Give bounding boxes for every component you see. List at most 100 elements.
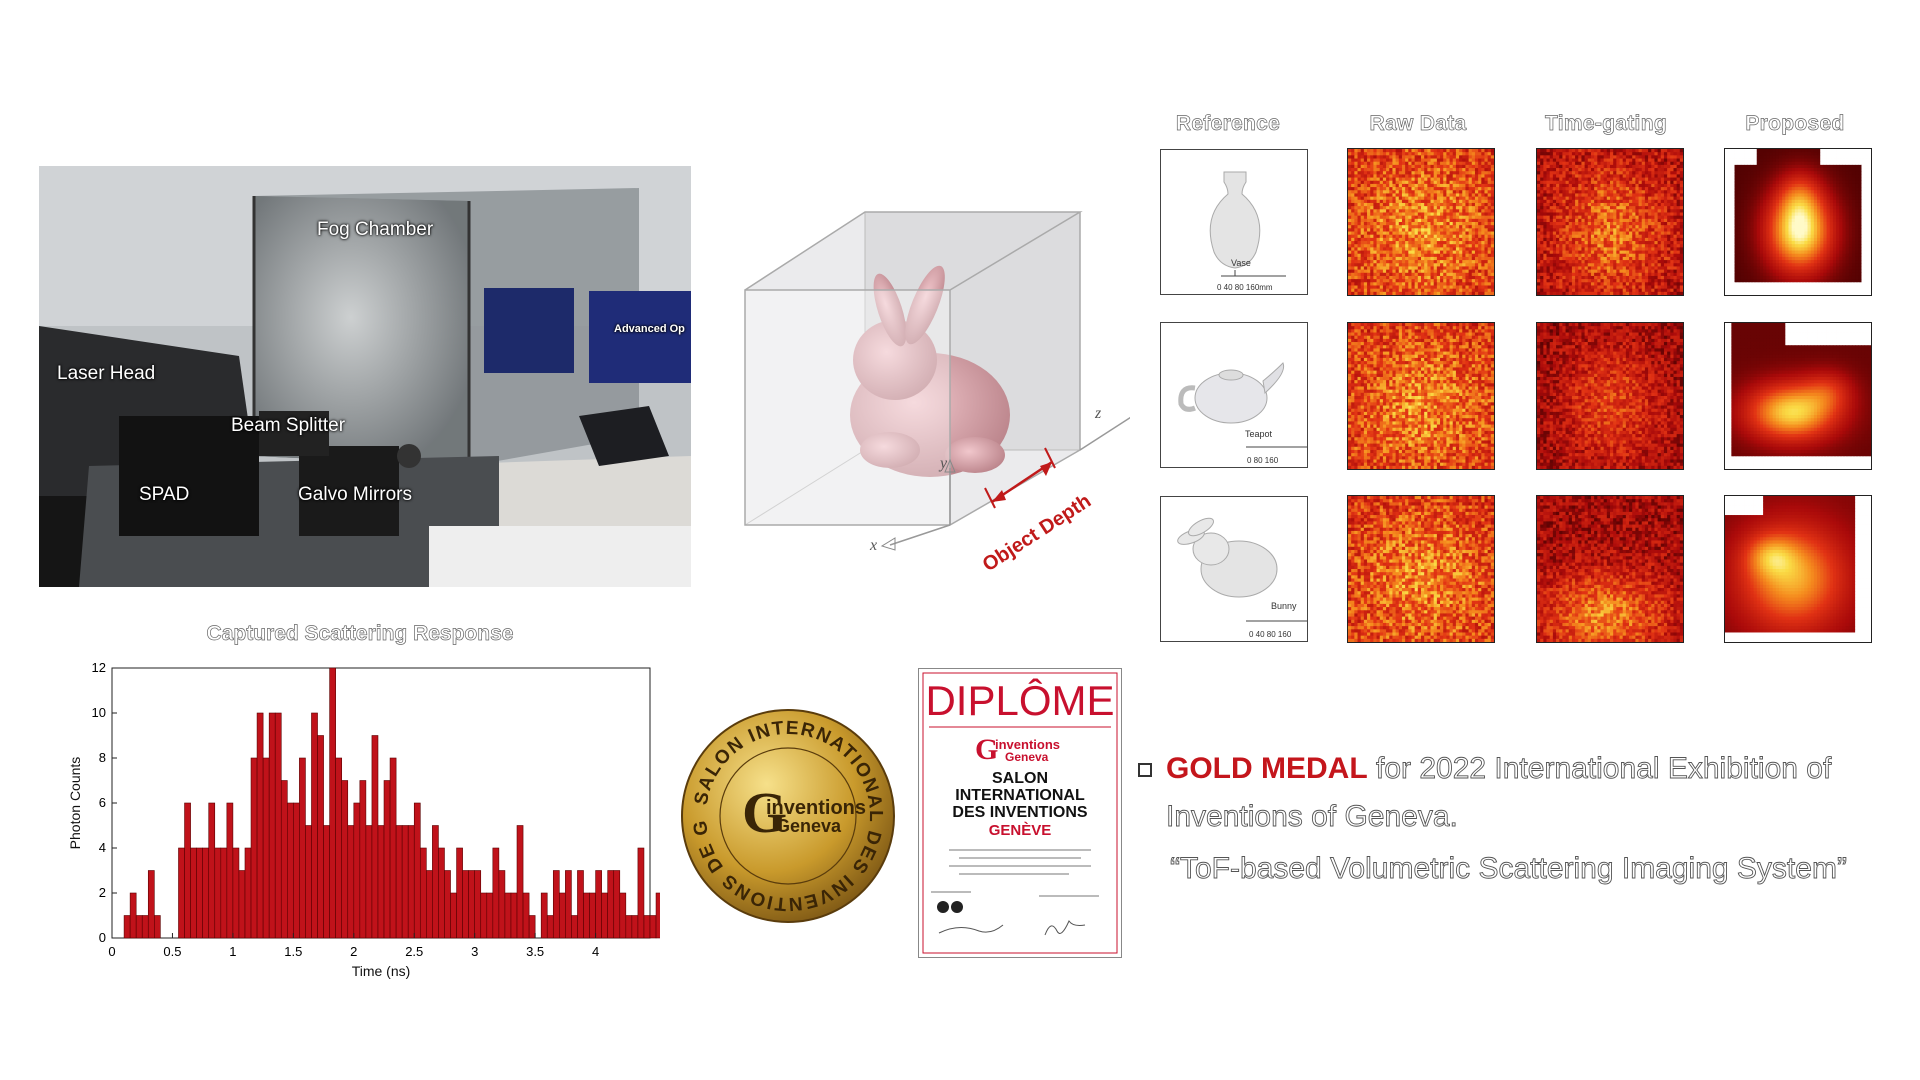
histogram-bar <box>486 892 494 939</box>
histogram-bar <box>601 892 608 939</box>
histogram-bar <box>293 802 300 939</box>
histogram-bar <box>323 825 330 939</box>
laser-head-label: Laser Head <box>57 363 156 384</box>
histogram-bar <box>250 757 258 939</box>
heatmap-image <box>1725 149 1871 295</box>
y-axis-label: Photon Counts <box>67 757 83 850</box>
diploma-salon-line2: INTERNATIONAL <box>955 787 1085 804</box>
medal-g-letter: G <box>742 780 787 845</box>
vase-name: Vase <box>1231 258 1251 268</box>
histogram-bar <box>190 847 197 939</box>
histogram-bar <box>504 892 512 939</box>
vase-render: Vase 0 40 80 160mm <box>1209 171 1286 292</box>
histogram-bar <box>474 870 482 939</box>
brand-label: Advanced Op <box>614 323 685 335</box>
y-tick-label: 12 <box>92 660 106 675</box>
histogram-bar <box>432 825 439 939</box>
x-tick-label: 0.5 <box>163 944 181 959</box>
histogram-bar <box>492 847 500 939</box>
histogram-bar <box>589 892 596 939</box>
histogram-bar <box>401 825 409 939</box>
histogram-bar <box>456 847 463 939</box>
histogram-title: Captured Scattering Response <box>206 622 514 646</box>
y-tick-label: 4 <box>99 840 106 855</box>
proposed-bunny <box>1724 495 1872 643</box>
histogram-bar <box>196 847 203 939</box>
histogram-bar <box>214 847 222 939</box>
heatmap-image <box>1348 496 1494 642</box>
histogram-bar <box>643 915 651 939</box>
histogram-bar <box>371 735 379 939</box>
histogram-bar <box>565 870 572 939</box>
histogram-bar <box>280 780 288 939</box>
gold-medal-highlight: GOLD MEDAL <box>1166 752 1368 785</box>
x-tick-label: 1.5 <box>284 944 302 959</box>
award-line-1: GOLD MEDAL for 2022 International Exhibi… <box>1138 752 1832 786</box>
header-reference: Reference <box>1175 112 1281 136</box>
proposed-vase <box>1724 148 1872 296</box>
histogram-bar <box>202 847 210 939</box>
header-proposed: Proposed <box>1745 112 1845 136</box>
histogram-bar <box>274 712 282 939</box>
histogram-bar <box>226 802 234 939</box>
histogram-svg: 0 0.5 1 1.5 2 2.5 3 3.5 4 0 2 4 6 8 10 12 Time (ns) Ph… <box>67 660 802 979</box>
histogram-bar <box>238 870 246 939</box>
vase-scale: 0 40 80 160mm <box>1217 283 1273 292</box>
raw-data-vase <box>1347 148 1495 296</box>
histogram-bar <box>244 847 252 939</box>
time-gating-vase <box>1536 148 1684 296</box>
proposed-teapot <box>1724 322 1872 470</box>
histogram-bar <box>510 892 518 939</box>
histogram-chart: 0 0.5 1 1.5 2 2.5 3 3.5 4 0 2 4 6 8 10 12 Time (ns) Ph… <box>60 660 802 990</box>
reference-vase: Vase 0 40 80 160mm <box>1160 149 1308 295</box>
histogram-bar <box>637 847 645 939</box>
histogram-bar <box>135 915 143 939</box>
histogram-bar <box>631 915 639 939</box>
x-tick-label: 2.5 <box>405 944 423 959</box>
histogram-bar <box>232 847 240 939</box>
histogram-bar <box>220 847 228 939</box>
x-tick-label: 3.5 <box>526 944 544 959</box>
lab-setup-photo: Fog Chamber Laser Head Beam Splitter SPA… <box>39 166 691 587</box>
medal-logo-line1: inventions <box>766 797 866 819</box>
histogram-bar <box>619 892 627 939</box>
histogram-bar <box>625 915 633 939</box>
histogram-bar <box>305 825 312 939</box>
diploma-salon-line3: DES INVENTIONS <box>952 804 1087 821</box>
histogram-bar <box>546 915 554 939</box>
galvo-mirrors-label: Galvo Mirrors <box>298 484 413 505</box>
axis-y-label: y <box>938 455 948 472</box>
diploma-salon-line1: SALON <box>992 770 1048 787</box>
histogram-bar <box>613 870 621 939</box>
diploma-city: GENÈVE <box>989 822 1052 839</box>
diploma-fine-print <box>931 849 1099 897</box>
x-tick-label: 0 <box>108 944 115 959</box>
bunny-model <box>850 265 1010 477</box>
beam-splitter-label: Beam Splitter <box>231 415 346 436</box>
histogram-bar <box>559 892 566 939</box>
histogram-bar <box>462 870 469 939</box>
diploma-logo-line2: Geneva <box>1005 750 1049 764</box>
x-axis-label: Time (ns) <box>352 963 411 979</box>
award-line-2: Inventions of Geneva. <box>1166 800 1459 834</box>
diploma-drawing: DIPLÔME G inventions Geneva SALON INTERN… <box>922 672 1118 954</box>
histogram-bar <box>480 892 488 939</box>
histogram-bar <box>438 847 445 939</box>
x-tick-label: 3 <box>471 944 478 959</box>
reference-bunny: Bunny 0 40 80 160 <box>1160 496 1308 642</box>
x-tick-label: 4 <box>592 944 599 959</box>
histogram-bar <box>649 915 657 939</box>
time-gating-bunny <box>1536 495 1684 643</box>
histogram-bar <box>353 802 361 939</box>
scene-cube-drawing: y x z Object Depth <box>744 211 1143 576</box>
raw-data-bunny <box>1347 495 1495 643</box>
histogram-bar <box>299 757 306 939</box>
fog-chamber-label: Fog Chamber <box>317 219 434 240</box>
histogram-bar <box>413 802 421 939</box>
histogram-bar <box>552 870 560 939</box>
histogram-bar <box>365 825 373 939</box>
histogram-bar <box>528 915 536 939</box>
reference-teapot: Teapot 0 80 160 <box>1160 322 1308 468</box>
histogram-bar <box>154 915 161 939</box>
medal-logo-line2: Geneva <box>776 816 842 836</box>
